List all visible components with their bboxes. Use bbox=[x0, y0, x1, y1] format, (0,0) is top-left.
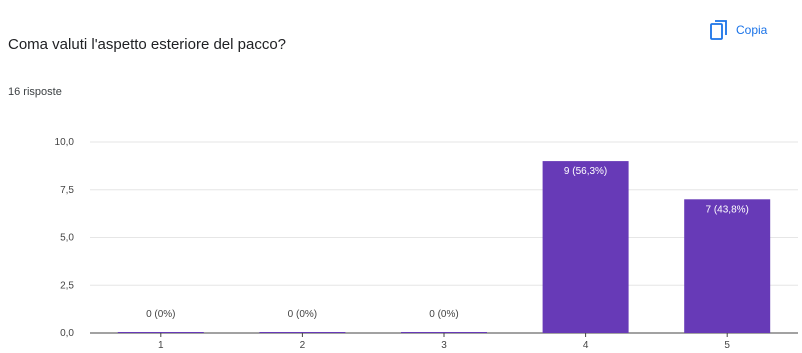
x-tick-label: 1 bbox=[158, 340, 164, 351]
bar bbox=[401, 332, 487, 333]
y-tick-label: 0,0 bbox=[60, 328, 74, 339]
copy-icon bbox=[710, 20, 727, 40]
x-tick-label: 3 bbox=[441, 340, 447, 351]
bar bbox=[542, 161, 629, 333]
y-tick-label: 10,0 bbox=[55, 137, 75, 148]
data-label: 0 (0%) bbox=[429, 309, 458, 320]
y-tick-label: 2,5 bbox=[60, 280, 74, 291]
y-tick-label: 7,5 bbox=[60, 185, 74, 196]
bar bbox=[259, 332, 346, 333]
data-label: 9 (56,3%) bbox=[564, 166, 607, 177]
question-title: Coma valuti l'aspetto esteriore del pacc… bbox=[8, 36, 287, 53]
copy-button[interactable]: Copia bbox=[710, 20, 767, 40]
bar bbox=[117, 332, 204, 333]
bar bbox=[684, 199, 771, 333]
data-label: 0 (0%) bbox=[146, 309, 175, 320]
copy-label: Copia bbox=[736, 23, 768, 37]
data-label: 0 (0%) bbox=[288, 309, 317, 320]
response-count: 16 risposte bbox=[8, 86, 62, 98]
x-tick-label: 5 bbox=[724, 340, 730, 351]
x-tick-label: 2 bbox=[300, 340, 306, 351]
x-tick-label: 4 bbox=[583, 340, 589, 351]
y-tick-label: 5,0 bbox=[60, 233, 74, 244]
data-label: 7 (43,8%) bbox=[706, 204, 749, 215]
